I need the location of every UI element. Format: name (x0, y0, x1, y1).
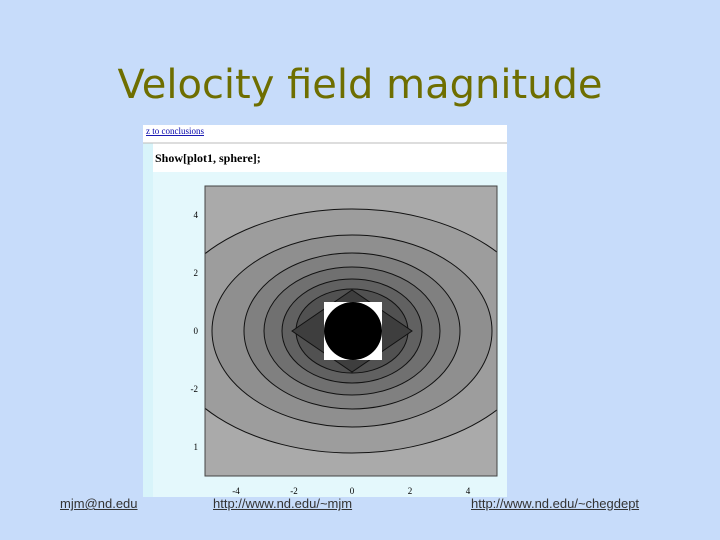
y-tick-label: -2 (191, 384, 199, 394)
contour-plot (205, 186, 497, 476)
y-axis: 4 2 0 -2 1 (191, 210, 199, 452)
x-tick-label: 2 (408, 486, 413, 496)
x-axis: -4 -2 0 2 4 (232, 486, 471, 496)
input-cell: Show[plot1, sphere]; (155, 151, 261, 165)
x-tick-label: 4 (466, 486, 471, 496)
y-tick-label: 0 (194, 326, 199, 336)
y-tick-label: 4 (194, 210, 199, 220)
cell-bracket-area (143, 143, 153, 497)
footer-link[interactable]: http://www.nd.edu/~chegdept (471, 496, 640, 511)
slide-title: Velocity field magnitude (117, 62, 603, 108)
plot-frame (204, 185, 498, 477)
x-tick-label: 0 (350, 486, 355, 496)
x-tick-label: -2 (290, 486, 298, 496)
footer-link[interactable]: http://www.nd.edu/~mjm (213, 496, 353, 511)
x-tick-label: -4 (232, 486, 240, 496)
link[interactable]: z to conclusions (146, 126, 204, 136)
y-tick-label: 1 (194, 442, 199, 452)
y-tick-label: 2 (194, 268, 199, 278)
footer-email[interactable]: mjm@nd.edu (60, 496, 138, 511)
